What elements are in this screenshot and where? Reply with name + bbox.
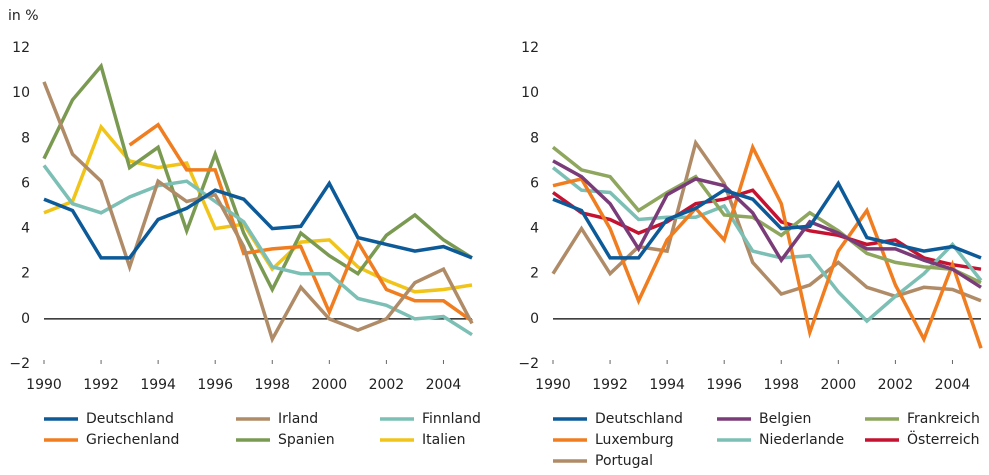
y-tick-label: 10 [521, 85, 539, 101]
legend-label: Niederlande [759, 432, 844, 448]
x-tick-label: 1990 [535, 377, 571, 393]
series-line [551, 166, 983, 324]
series-line [42, 81, 474, 344]
y-tick-label: 2 [21, 266, 30, 282]
x-tick-label: 1998 [254, 377, 290, 393]
x-tick-label: 1996 [706, 377, 742, 393]
x-tick-label: 2002 [878, 377, 914, 393]
series-line [42, 62, 473, 294]
legend-label: Irland [278, 411, 318, 427]
legend-label: Deutschland [595, 411, 683, 427]
x-tick-label: 1992 [83, 377, 119, 393]
series-line [128, 122, 474, 323]
legend-label: Portugal [595, 453, 653, 469]
y-tick-label: 12 [521, 40, 539, 56]
x-tick-label: 1998 [763, 377, 799, 393]
y-axis-label: in % [8, 8, 39, 24]
x-tick-label: 1996 [197, 377, 233, 393]
x-tick-label: 1994 [140, 377, 176, 393]
x-tick-label: 2004 [935, 377, 971, 393]
y-tick-label: 4 [21, 221, 30, 237]
legend-label: Belgien [759, 411, 811, 427]
y-tick-label: 12 [12, 40, 30, 56]
legend-label: Finnland [422, 411, 481, 427]
legend-label: Österreich [907, 430, 979, 448]
y-tick-label: 4 [530, 221, 539, 237]
y-tick-label: 6 [530, 175, 539, 191]
x-tick-label: 1994 [649, 377, 685, 393]
x-tick-label: 2000 [821, 377, 857, 393]
series-line [552, 142, 983, 349]
y-tick-label: −2 [9, 356, 30, 372]
legend-label: Spanien [278, 432, 335, 448]
series-line [551, 145, 982, 285]
y-tick-label: 6 [21, 175, 30, 191]
y-tick-label: 0 [21, 311, 30, 327]
series-line [552, 179, 982, 260]
x-tick-label: 1990 [26, 377, 62, 393]
y-tick-label: 0 [530, 311, 539, 327]
series-line [552, 159, 982, 289]
y-tick-label: 10 [12, 85, 30, 101]
series-line [42, 164, 473, 337]
x-tick-label: 1992 [592, 377, 628, 393]
legend-label: Griechenland [86, 432, 179, 448]
series-line [43, 179, 473, 260]
legend-label: Luxemburg [595, 432, 674, 448]
legend-label: Italien [422, 432, 465, 448]
y-tick-label: 8 [21, 130, 30, 146]
x-tick-label: 2000 [312, 377, 348, 393]
y-tick-label: −2 [518, 356, 539, 372]
y-tick-label: 2 [530, 266, 539, 282]
legend-label: Deutschland [86, 411, 174, 427]
y-tick-label: 8 [530, 130, 539, 146]
x-tick-label: 2002 [369, 377, 405, 393]
legend-label: Frankreich [907, 411, 980, 427]
x-tick-label: 2004 [426, 377, 462, 393]
